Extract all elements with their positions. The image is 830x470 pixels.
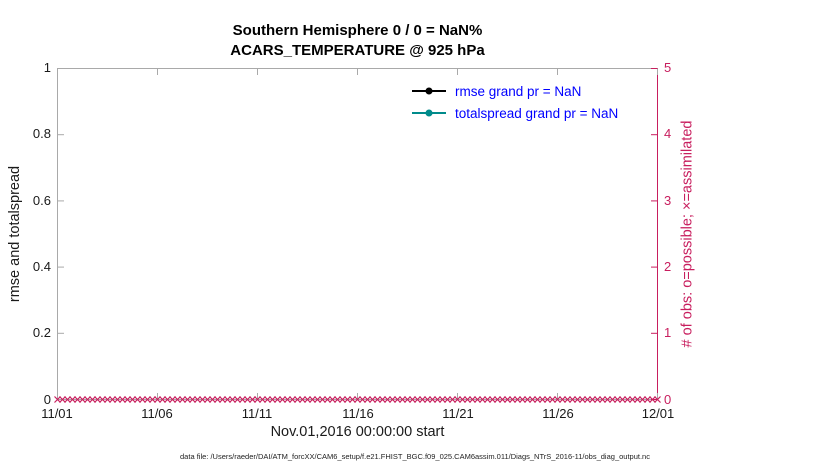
right-ytick-0: 0 <box>664 392 672 407</box>
rmse-line-sample-icon <box>412 87 446 95</box>
chart-subtitle: ACARS_TEMPERATURE @ 925 hPa <box>230 42 485 59</box>
legend-label-totalspread: totalspread grand pr = NaN <box>455 105 619 121</box>
xtick-5: 11/26 <box>542 406 574 421</box>
data-file-caption: data file: /Users/raeder/DAI/ATM_forcXX/… <box>180 452 650 461</box>
plot-area <box>54 68 661 403</box>
xtick-4: 11/21 <box>442 406 474 421</box>
left-ytick-5: 1 <box>43 60 51 75</box>
left-axis-label: rmse and totalspread <box>7 165 23 303</box>
xtick-6: 12/01 <box>641 406 675 421</box>
legend-item-rmse: rmse grand pr = NaN <box>412 80 618 102</box>
totalspread-dot-marker-icon <box>425 109 433 117</box>
left-ytick-1: 0.2 <box>32 325 51 340</box>
xtick-1: 11/06 <box>141 406 173 421</box>
xtick-2: 11/11 <box>241 406 273 421</box>
left-ytick-3: 0.6 <box>32 193 51 208</box>
right-ytick-1: 1 <box>664 325 672 340</box>
right-ytick-2: 2 <box>664 259 672 274</box>
totalspread-line-sample-icon <box>412 109 446 117</box>
legend-label-rmse: rmse grand pr = NaN <box>455 83 582 99</box>
right-axis-label-container: # of obs: o=possible; ×=assimilated <box>672 68 702 400</box>
rmse-dot-marker-icon <box>425 87 433 95</box>
xtick-0: 11/01 <box>41 406 73 421</box>
legend: rmse grand pr = NaN totalspread grand pr… <box>412 80 618 124</box>
left-axis-label-container: rmse and totalspread <box>0 68 30 400</box>
right-ytick-4: 4 <box>664 126 672 141</box>
right-axis-label: # of obs: o=possible; ×=assimilated <box>679 120 695 348</box>
left-ytick-0: 0 <box>43 392 51 407</box>
x-axis-label: Nov.01,2016 00:00:00 start <box>270 424 445 440</box>
right-ytick-3: 3 <box>664 193 672 208</box>
legend-item-totalspread: totalspread grand pr = NaN <box>412 102 618 124</box>
left-ytick-4: 0.8 <box>32 126 51 141</box>
right-ytick-5: 5 <box>664 60 672 75</box>
xtick-3: 11/16 <box>342 406 374 421</box>
chart-title: Southern Hemisphere 0 / 0 = NaN% <box>232 22 483 39</box>
left-ytick-2: 0.4 <box>32 259 51 274</box>
